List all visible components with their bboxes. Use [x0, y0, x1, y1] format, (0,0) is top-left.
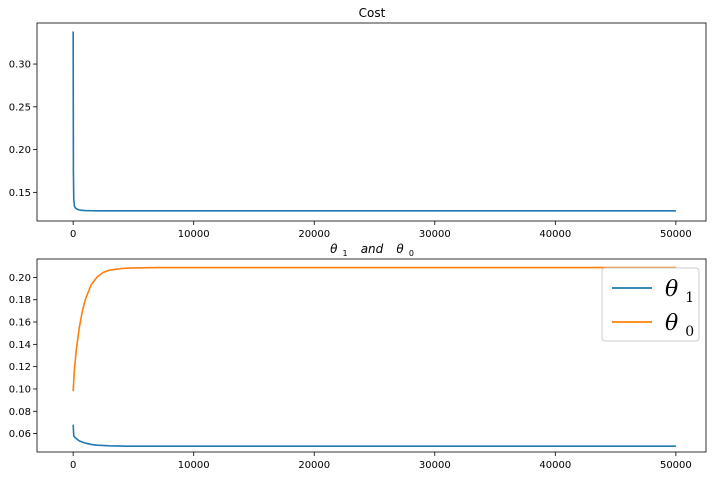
theta-x-tick-label: 30000 — [419, 460, 451, 471]
theta-series-layer — [72, 266, 676, 448]
theta-title-sub-b: 0 — [409, 249, 414, 258]
theta-y-tick-label: 0.12 — [9, 362, 31, 373]
theta-title-theta-a: θ — [330, 242, 338, 256]
cost-y-tick-label: 0.25 — [9, 102, 31, 113]
cost-y-tick-label: 0.20 — [9, 145, 31, 156]
theta-x-ticks: 0 10000 20000 30000 40000 50000 — [70, 452, 692, 471]
theta-y-tick-label: 0.08 — [9, 407, 31, 418]
cost-chart: Cost 0.15 0.20 0.25 0.30 0 10000 20000 30000 40… — [9, 6, 707, 240]
legend-theta1-symbol: θ — [665, 277, 678, 302]
theta-chart: θ 1 and θ 0 0.06 0.08 0.10 0.12 0.14 0.16 0.18… — [9, 238, 707, 471]
cost-y-tick-label: 0.30 — [9, 60, 31, 71]
cost-x-tick-label: 0 — [70, 229, 76, 240]
cost-series-layer — [72, 31, 676, 212]
theta-series-line-1 — [72, 266, 676, 392]
cost-x-tick-label: 50000 — [660, 229, 692, 240]
legend-theta0-symbol: θ — [665, 311, 678, 336]
theta-x-tick-label: 0 — [70, 460, 76, 471]
legend-theta1-sub: 1 — [685, 290, 694, 306]
cost-x-tick-label: 20000 — [298, 229, 330, 240]
cost-x-ticks: 0 10000 20000 30000 40000 50000 — [70, 221, 692, 240]
theta-title-theta-b: θ — [396, 242, 404, 256]
theta-y-ticks: 0.06 0.08 0.10 0.12 0.14 0.16 0.18 0.20 — [9, 273, 37, 440]
cost-x-tick-label: 40000 — [539, 229, 571, 240]
theta-axes-frame — [36, 258, 707, 453]
cost-x-tick-label: 30000 — [419, 229, 451, 240]
theta-title-sub-a: 1 — [343, 249, 348, 258]
theta-y-tick-label: 0.06 — [9, 429, 31, 440]
theta-x-tick-label: 50000 — [660, 460, 692, 471]
legend-label-theta1: θ 1 — [665, 277, 694, 306]
theta-y-tick-label: 0.14 — [9, 340, 31, 351]
cost-chart-title: Cost — [359, 6, 386, 20]
theta-y-tick-label: 0.20 — [9, 273, 31, 284]
theta-y-tick-label: 0.16 — [9, 318, 31, 329]
theta-title-and: and — [361, 242, 384, 256]
cost-x-tick-label: 10000 — [178, 229, 210, 240]
theta-y-tick-label: 0.10 — [9, 384, 31, 395]
legend-theta0-sub: 0 — [685, 324, 694, 340]
theta-x-tick-label: 20000 — [298, 460, 330, 471]
legend-label-theta0: θ 0 — [665, 311, 694, 340]
cost-y-ticks: 0.15 0.20 0.25 0.30 — [9, 60, 37, 199]
theta-x-tick-label: 40000 — [539, 460, 571, 471]
theta-series-line-0 — [72, 424, 676, 448]
theta-chart-title: θ 1 and θ 0 — [330, 238, 414, 260]
theta-legend: θ 1 θ 0 — [601, 267, 700, 342]
cost-axes-frame — [36, 22, 707, 222]
cost-y-tick-label: 0.15 — [9, 188, 31, 199]
theta-y-tick-label: 0.18 — [9, 295, 31, 306]
theta-x-tick-label: 10000 — [178, 460, 210, 471]
cost-series-line-0 — [72, 31, 676, 212]
